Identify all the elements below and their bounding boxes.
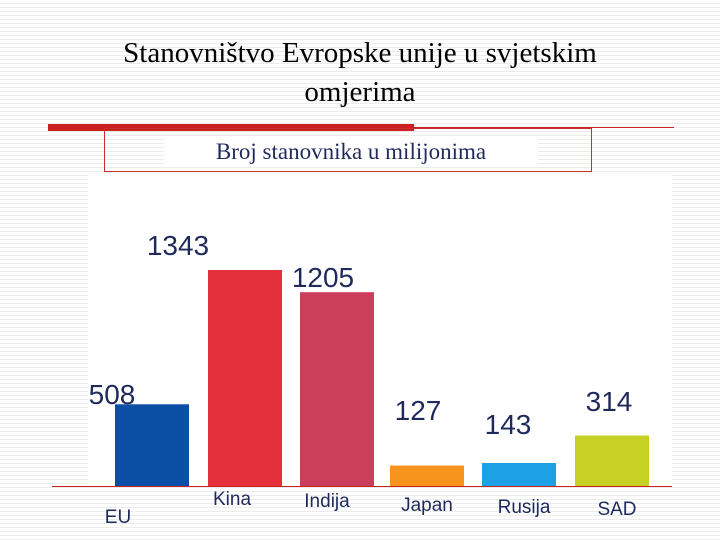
bar-kina — [208, 270, 282, 486]
title-underline-thin — [414, 127, 674, 128]
chart-title: Broj stanovnika u milijonima — [164, 137, 538, 167]
value-label-rusija: 143 — [485, 409, 532, 440]
bar-indija — [300, 292, 374, 486]
slide-title-line-1: Stanovništvo Evropske unije u svjetskim — [123, 37, 597, 69]
value-label-kina: 1343 — [147, 230, 209, 261]
value-label-japan: 127 — [395, 395, 442, 426]
title-underline-accent — [48, 124, 414, 131]
category-label-japan: Japan — [401, 495, 453, 516]
category-label-indija: Indija — [304, 491, 350, 512]
value-label-indija: 1205 — [292, 262, 354, 293]
labels-layer: 508 EU 1343 Kina 1205 Indija 127 Japan 143 Rusija… — [89, 230, 637, 528]
bar-japan — [390, 465, 464, 486]
bar-sad — [575, 435, 649, 486]
category-label-eu: EU — [105, 507, 131, 528]
bottom-rule — [52, 486, 672, 487]
slide-title: Stanovništvo Evropske unije u svjetskim … — [40, 34, 680, 112]
category-label-sad: SAD — [597, 499, 636, 520]
slide-title-line-2: omjerima — [304, 76, 416, 108]
value-label-sad: 314 — [586, 386, 633, 417]
value-label-eu: 508 — [89, 379, 136, 410]
category-label-kina: Kina — [213, 489, 251, 510]
bar-eu — [115, 404, 189, 486]
chart-title-frame — [104, 128, 592, 172]
category-label-rusija: Rusija — [498, 497, 551, 518]
bar-rusija — [482, 463, 556, 486]
bars-layer — [115, 270, 649, 486]
